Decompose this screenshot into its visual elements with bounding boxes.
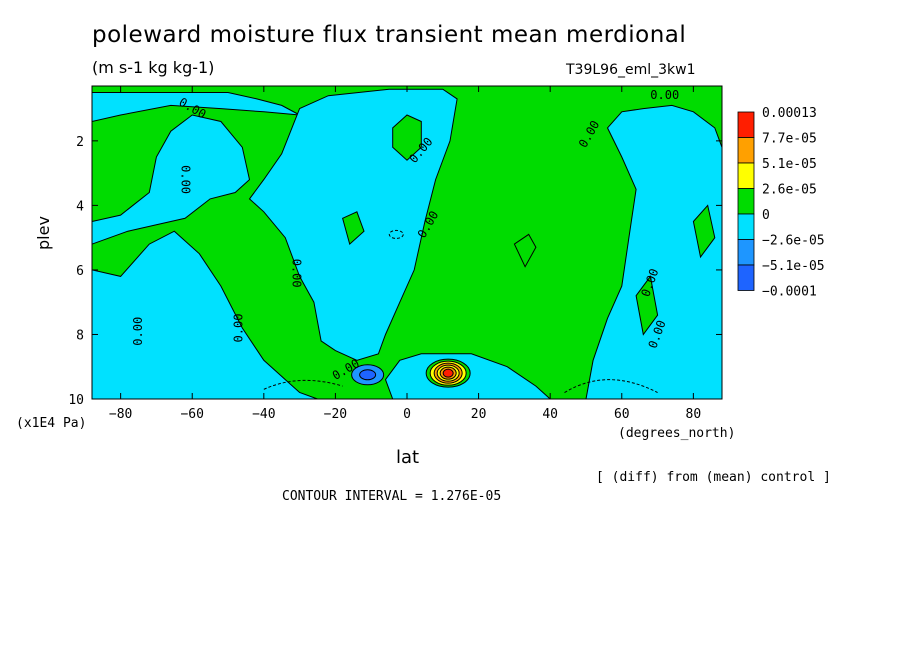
legend-label: 2.6e-05 [762,183,817,198]
chart-units: (m s-1 kg kg-1) [92,58,215,77]
negative-dashed-contour-3 [564,379,658,393]
contour-label: 0.00 [290,259,304,288]
legend-swatch [737,188,755,215]
legend-label: −0.0001 [762,285,817,300]
negative-dashed-contour-2 [263,379,343,390]
legend-label: 7.7e-05 [762,132,817,147]
legend-label: 0 [762,208,770,223]
legend-swatch [737,213,755,240]
x-tick-label: 40 [542,407,558,422]
y-axis-units: (x1E4 Pa) [16,416,87,431]
legend-label: −2.6e-05 [762,234,825,249]
contour-label: 0.00 [650,88,679,102]
chart-title: poleward moisture flux transient mean me… [92,22,687,48]
contour-label: 0.00 [131,317,145,346]
x-tick-label: −20 [324,407,347,422]
contour-interval: CONTOUR INTERVAL = 1.276E-05 [282,489,502,504]
run-id: T39L96_eml_3kw1 [566,62,696,78]
legend-swatch [737,264,755,291]
y-tick-label: 4 [76,199,84,214]
negative-region-4 [92,230,318,399]
y-tick-label: 8 [76,328,84,343]
comparison-note: [ (diff) from (mean) control ] [596,470,831,485]
x-tick-label: −60 [180,407,203,422]
x-tick-label: 0 [403,407,411,422]
y-tick-label: 10 [68,393,84,408]
x-tick-label: 20 [471,407,487,422]
positive-island-1 [342,211,365,246]
legend-swatch [737,239,755,266]
x-tick-label: 60 [614,407,630,422]
legend-label: 5.1e-05 [762,157,817,172]
negative-region-2 [92,92,300,123]
x-axis-label: lat [396,447,420,468]
positive-island-4 [635,275,659,336]
y-tick-label: 6 [76,264,84,279]
contour-label: 0.00 [179,165,193,194]
negative-region-5 [585,104,722,399]
x-tick-label: −40 [252,407,275,422]
x-tick-label: 80 [686,407,702,422]
positive-island-5 [692,204,716,259]
negative-region-1 [92,114,251,245]
positive-island-2 [392,114,422,161]
plot-fill-group: 0.000.000.00 0.000.000.000.000.000.000.00… [92,86,722,399]
negative-minimum-inner [359,369,377,381]
legend-label: −5.1e-05 [762,259,825,274]
legend-label: 0.00013 [762,106,817,121]
negative-dashed-contour [388,229,404,239]
contour-label: 0.00 [231,314,245,343]
legend-swatch [737,137,755,164]
x-axis-units: (degrees_north) [618,426,736,441]
legend-swatch [737,111,755,138]
legend-swatch [737,162,755,189]
y-tick-label: 2 [76,135,84,150]
positive-island-3 [513,233,537,268]
x-tick-label: −80 [109,407,132,422]
positive-maximum-ring-6 [442,368,454,378]
